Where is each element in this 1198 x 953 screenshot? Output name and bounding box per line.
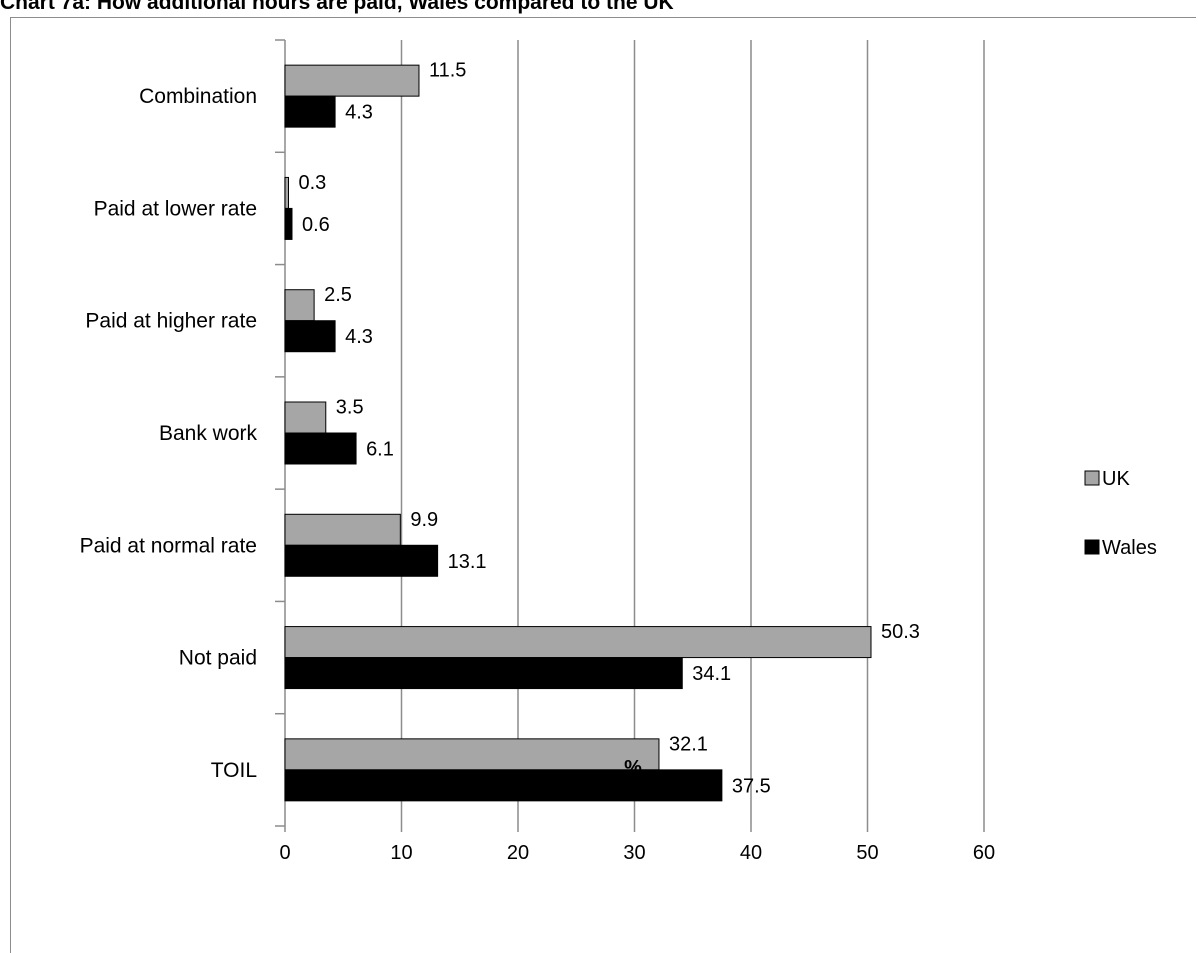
bar-uk <box>284 513 401 546</box>
x-tick-label: 50 <box>856 842 878 864</box>
chart-frame <box>10 17 1196 953</box>
bar-wales <box>284 95 336 128</box>
x-tick-label: 0 <box>279 842 290 864</box>
category-label: Combination <box>139 85 257 108</box>
category-label: Paid at normal rate <box>80 534 257 557</box>
bar-uk <box>284 626 872 659</box>
data-label: 11.5 <box>429 60 466 82</box>
data-label: 32.1 <box>669 733 708 755</box>
data-label: 0.6 <box>302 214 330 236</box>
x-axis-label: % <box>624 757 642 779</box>
category-label: Bank work <box>159 422 258 445</box>
category-labels: Combination Paid at lower rate Paid at hig… <box>80 85 258 782</box>
data-label: 2.5 <box>324 284 352 306</box>
category-label: Paid at higher rate <box>85 310 257 333</box>
x-tick-label: 10 <box>390 842 412 864</box>
data-labels: 11.5 4.3 0.3 0.6 2.5 4.3 3.56.1 9.9 13.1 50.3 34.1… <box>298 60 919 798</box>
legend: UK Wales <box>1084 468 1157 559</box>
x-tick-labels: 0 10 20 30 40 50 60 <box>279 842 995 864</box>
data-label: 9.9 <box>410 509 438 531</box>
bar-wales <box>284 320 336 353</box>
chart-title: Chart 7a: How additional hours are paid,… <box>0 0 674 14</box>
data-label: 37.5 <box>732 775 771 797</box>
x-tick-label: 20 <box>507 842 529 864</box>
legend-swatch <box>1084 470 1100 486</box>
x-tick-label: 60 <box>973 842 995 864</box>
bar-uk <box>284 401 327 434</box>
bar-wales <box>284 544 439 577</box>
x-tick-label: 30 <box>623 842 645 864</box>
gridlines <box>400 40 985 826</box>
bar-wales <box>284 432 357 465</box>
category-label: TOIL <box>211 759 257 782</box>
data-label: 50.3 <box>881 621 920 643</box>
bar-wales <box>284 657 683 690</box>
category-label: Not paid <box>179 647 257 670</box>
x-tick-label: 40 <box>740 842 762 864</box>
bar-wales <box>284 769 723 802</box>
axes <box>275 39 985 832</box>
bar-uk <box>284 738 660 771</box>
data-label: 4.3 <box>345 326 373 348</box>
data-label: 34.1 <box>692 663 731 685</box>
legend-label: Wales <box>1102 537 1157 559</box>
data-label: 3.5 <box>336 397 364 419</box>
data-label: 0.3 <box>298 172 326 194</box>
legend-label: UK <box>1102 468 1130 490</box>
bar-uk <box>284 64 420 97</box>
bar-wales <box>284 207 293 240</box>
category-label: Paid at lower rate <box>94 197 257 220</box>
data-label: 13.1 <box>448 551 487 573</box>
bars <box>284 64 872 802</box>
bar-uk <box>284 176 289 209</box>
data-label: 4.3 <box>345 102 373 124</box>
data-label: 6.1 <box>366 439 394 461</box>
bar-uk <box>284 289 315 322</box>
legend-swatch <box>1084 539 1100 555</box>
